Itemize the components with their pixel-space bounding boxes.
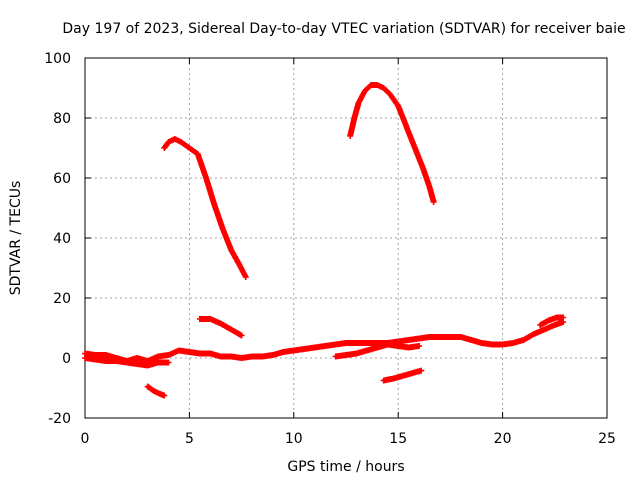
chart-title: Day 197 of 2023, Sidereal Day-to-day VTE… [62,21,625,37]
series-arc-baseline-main [82,319,567,364]
series-markers [332,341,423,360]
series-markers [380,367,425,384]
series-markers [82,319,567,364]
x-tick-label: 20 [494,431,512,447]
axis-tick-labels: 0 5 10 15 20 25 -20 0 20 40 60 80 100 [44,51,616,447]
x-tick-label: 15 [389,431,407,447]
x-tick-label: 25 [598,431,616,447]
series-arc-baseline-lower [82,355,172,369]
x-tick-label: 5 [185,431,194,447]
series-markers [144,383,168,399]
series-markers [196,316,245,339]
series-arc-morning-hump [161,136,249,280]
series-arc-midday-peak [347,82,437,205]
y-tick-label: 100 [44,51,71,67]
series-markers [82,355,172,369]
series-markers [161,136,249,280]
x-axis-label: GPS time / hours [287,459,404,475]
y-tick-label: 20 [53,291,71,307]
series-arc-short-negative [144,383,168,399]
series-arc-late-upper [537,314,567,328]
y-tick-label: 80 [53,111,71,127]
series-markers [347,82,437,205]
series-arc-afternoon-small [332,341,423,360]
y-tick-label: -20 [48,411,71,427]
series-arc-late-negative [380,367,425,384]
y-tick-label: 40 [53,231,71,247]
y-tick-label: 60 [53,171,71,187]
y-tick-label: 0 [62,351,71,367]
data-series [82,82,567,399]
series-arc-short-mid [196,316,245,339]
y-axis-label: SDTVAR / TECUs [8,181,24,296]
x-tick-label: 10 [285,431,303,447]
series-markers [537,314,567,328]
x-tick-label: 0 [81,431,90,447]
